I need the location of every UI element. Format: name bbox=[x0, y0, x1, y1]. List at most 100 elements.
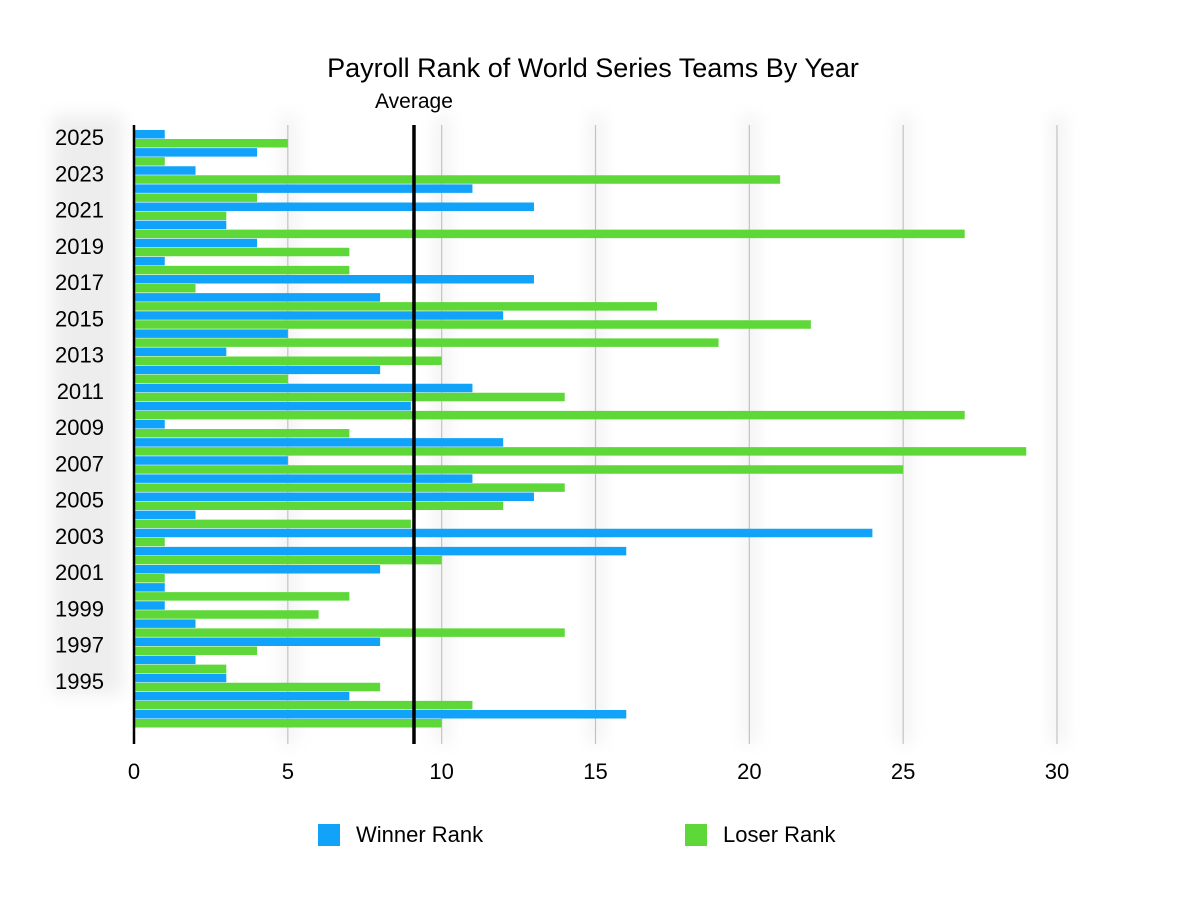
loser-bar bbox=[134, 211, 227, 220]
y-tick-label: 2007 bbox=[55, 451, 104, 476]
winner-bar bbox=[134, 130, 165, 139]
loser-bar bbox=[134, 157, 165, 166]
winner-bar bbox=[134, 655, 196, 665]
grid-shade-band bbox=[435, 115, 450, 744]
legend-swatch-loser bbox=[685, 824, 707, 846]
y-tick-label: 2003 bbox=[55, 524, 104, 549]
loser-bar bbox=[134, 193, 258, 202]
winner-bar bbox=[134, 528, 873, 538]
label-shade-band bbox=[52, 115, 122, 694]
legend-item-loser: Loser Rank bbox=[685, 820, 836, 850]
loser-bar bbox=[134, 139, 288, 148]
winner-bar bbox=[134, 474, 473, 483]
y-tick-labels: 2025 2023 2021 2019 2017 2015 2013 2011 2009 2007… bbox=[55, 125, 104, 694]
loser-bar bbox=[134, 374, 288, 384]
winner-bar bbox=[134, 148, 258, 157]
loser-bar bbox=[134, 247, 350, 257]
y-tick-label: 2015 bbox=[55, 306, 104, 331]
y-tick-label: 2013 bbox=[55, 343, 104, 368]
loser-bar bbox=[134, 719, 442, 728]
x-tick-label: 20 bbox=[737, 759, 761, 784]
loser-bar bbox=[134, 229, 965, 239]
loser-bar bbox=[134, 646, 258, 655]
loser-bar bbox=[134, 356, 442, 365]
grid-shade-band bbox=[897, 115, 912, 744]
y-tick-label: 2001 bbox=[55, 560, 104, 585]
winner-bar bbox=[134, 565, 381, 574]
winner-bar bbox=[134, 401, 411, 411]
loser-bar bbox=[134, 555, 442, 565]
loser-bar bbox=[134, 537, 165, 547]
winner-bar bbox=[134, 275, 534, 284]
bars-group bbox=[134, 130, 1027, 728]
y-tick-label: 2025 bbox=[55, 125, 104, 150]
winner-bar bbox=[134, 293, 381, 302]
x-tick-label: 0 bbox=[128, 759, 140, 784]
loser-bar bbox=[134, 592, 350, 601]
y-tick-label: 2019 bbox=[55, 234, 104, 259]
grid-shade-band bbox=[743, 115, 758, 744]
grid-shade-band bbox=[589, 115, 604, 744]
winner-bar bbox=[134, 601, 165, 610]
y-tick-label: 2023 bbox=[55, 161, 104, 186]
y-tick-label: 2005 bbox=[55, 488, 104, 513]
winner-bar bbox=[134, 420, 165, 429]
winner-bar bbox=[134, 184, 473, 193]
loser-bar bbox=[134, 519, 411, 529]
loser-bar bbox=[134, 302, 658, 311]
winner-bar bbox=[134, 383, 473, 393]
winner-bar bbox=[134, 311, 504, 320]
winner-bar bbox=[134, 637, 381, 646]
winner-bar bbox=[134, 256, 165, 266]
loser-bar bbox=[134, 700, 473, 710]
x-tick-label: 10 bbox=[429, 759, 453, 784]
winner-bar bbox=[134, 238, 258, 248]
chart-title: Payroll Rank of World Series Teams By Ye… bbox=[327, 53, 859, 83]
loser-bar bbox=[134, 610, 319, 619]
loser-bar bbox=[134, 265, 350, 275]
legend-label-winner: Winner Rank bbox=[356, 822, 484, 847]
loser-bar bbox=[134, 175, 781, 184]
gridlines bbox=[287, 125, 1058, 744]
winner-bar bbox=[134, 202, 534, 211]
loser-bar bbox=[134, 574, 165, 583]
x-tick-label: 30 bbox=[1045, 759, 1069, 784]
y-tick-label: 2011 bbox=[57, 379, 104, 404]
winner-bar bbox=[134, 583, 165, 592]
winner-bar bbox=[134, 492, 534, 501]
winner-bar bbox=[134, 220, 227, 230]
y-tick-label: 2021 bbox=[55, 198, 104, 223]
loser-bar bbox=[134, 284, 196, 293]
winner-bar bbox=[134, 365, 381, 375]
loser-bar bbox=[134, 664, 227, 674]
x-tick-labels: 0 5 10 15 20 25 30 bbox=[128, 759, 1069, 784]
y-tick-label: 2009 bbox=[55, 415, 104, 440]
y-tick-label: 1995 bbox=[55, 669, 104, 694]
average-annotation: Average bbox=[375, 90, 453, 744]
loser-bar bbox=[134, 465, 904, 474]
winner-bar bbox=[134, 710, 627, 719]
winner-bar bbox=[134, 619, 196, 628]
legend-swatch-winner bbox=[318, 824, 340, 846]
loser-bar bbox=[134, 338, 719, 347]
legend-label-loser: Loser Rank bbox=[723, 822, 836, 847]
loser-bar bbox=[134, 483, 565, 492]
loser-bar bbox=[134, 628, 565, 637]
y-tick-label: 1999 bbox=[55, 596, 104, 621]
loser-bar bbox=[134, 447, 1027, 456]
winner-bar bbox=[134, 456, 288, 465]
loser-bar bbox=[134, 410, 965, 420]
winner-bar bbox=[134, 347, 227, 356]
x-tick-label: 25 bbox=[891, 759, 915, 784]
loser-bar bbox=[134, 501, 504, 510]
winner-bar bbox=[134, 329, 288, 338]
grid-shading bbox=[52, 115, 1065, 744]
winner-bar bbox=[134, 673, 227, 683]
x-tick-label: 5 bbox=[282, 759, 294, 784]
average-label: Average bbox=[375, 90, 453, 113]
winner-bar bbox=[134, 691, 350, 701]
loser-bar bbox=[134, 429, 350, 438]
y-tick-label: 1997 bbox=[55, 633, 104, 658]
legend-item-winner: Winner Rank bbox=[318, 820, 483, 850]
